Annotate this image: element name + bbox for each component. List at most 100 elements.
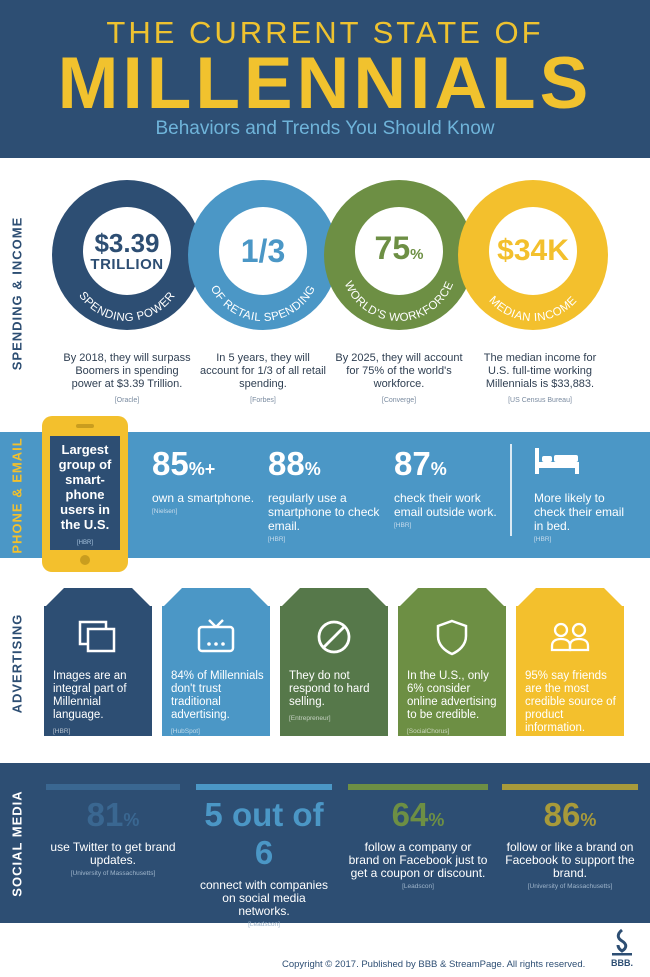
- ad-card: 95% say friends are the most credible so…: [516, 588, 624, 748]
- images-icon: [78, 620, 116, 653]
- section-label-social: SOCIAL MEDIA: [0, 763, 34, 923]
- card-description: 84% of Millennials don't trust tradition…: [171, 670, 264, 721]
- ring-label: MEDIAN INCOME: [486, 294, 579, 324]
- stat-source: [University of Massachusetts]: [70, 870, 156, 877]
- phone-stat-bed: More likely to check their email in bed.…: [534, 446, 634, 543]
- circle-center: $34K: [489, 207, 577, 295]
- stat-description: By 2025, they will account for 75% of th…: [334, 352, 464, 407]
- card-cap: [280, 588, 388, 608]
- stat-source: [SocialChorus]: [525, 741, 568, 748]
- svg-text:MEDIAN INCOME: MEDIAN INCOME: [486, 294, 579, 324]
- ad-card: In the U.S., only 6% consider online adv…: [398, 588, 506, 736]
- stat-value: 87%: [394, 445, 447, 482]
- card-body: Images are an integral part of Millennia…: [44, 606, 152, 736]
- card-cap: [44, 588, 152, 608]
- stat-circle-workforce: WORLD'S WORKFORCE 75%: [324, 180, 474, 330]
- stat-source: [Entrepreneur]: [289, 715, 331, 722]
- stat-source: [Oracle]: [114, 397, 140, 404]
- phone-stat: 87% check their work email outside work.…: [394, 445, 504, 530]
- stat-source: [Nielsen]: [152, 508, 178, 515]
- card-description: Images are an integral part of Millennia…: [53, 670, 127, 721]
- social-accent-bar: [502, 784, 638, 790]
- stat-value: 88%: [268, 445, 321, 482]
- section-label-phone: PHONE & EMAIL: [0, 432, 34, 558]
- card-text: They do not respond to hard selling. [En…: [289, 670, 385, 725]
- bbb-logo-icon: BBB.: [611, 928, 633, 968]
- stat-source: [HubSpot]: [171, 728, 200, 735]
- stat-value: 85%+: [152, 445, 216, 482]
- card-cap: [516, 588, 624, 608]
- ring-label: SPENDING POWER: [76, 290, 177, 324]
- header-kicker: THE CURRENT STATE OF: [106, 15, 544, 50]
- stat-source: [HBR]: [534, 536, 552, 543]
- phone-screen-text: Largest group of smart-phone users in th…: [58, 442, 112, 532]
- main-title: MILLENNIALS: [57, 43, 593, 124]
- phone-home-button: [80, 555, 90, 565]
- stat-description: use Twitter to get brand updates.: [50, 840, 176, 867]
- stat-description: follow or like a brand on Facebook to su…: [505, 840, 635, 880]
- social-accent-bar: [196, 784, 332, 790]
- stat-description: By 2018, they will surpass Boomers in sp…: [62, 352, 192, 407]
- card-body: 84% of Millennials don't trust tradition…: [162, 606, 270, 736]
- phone-speaker: [76, 424, 94, 428]
- stat-description-text: In 5 years, they will account for 1/3 of…: [200, 352, 326, 390]
- circle-center: 75%: [355, 207, 443, 295]
- bed-icon: [535, 448, 579, 474]
- stat-description-text: The median income for U.S. full-time wor…: [483, 352, 597, 390]
- social-stat: 5 out of 6 connect with companies on soc…: [196, 796, 332, 928]
- card-text: Images are an integral part of Millennia…: [53, 670, 149, 738]
- stat-value: 5 out of 6: [204, 796, 324, 871]
- phone-stat: 88% regularly use a smartphone to check …: [268, 445, 386, 544]
- card-cap: [398, 588, 506, 608]
- card-cap: [162, 588, 270, 608]
- stat-description: regularly use a smartphone to check emai…: [268, 491, 380, 533]
- card-description: In the U.S., only 6% consider online adv…: [407, 670, 497, 721]
- stat-source: [HBR]: [76, 540, 93, 546]
- stat-description-text: By 2018, they will surpass Boomers in sp…: [63, 352, 191, 390]
- stat-source: [HBR]: [53, 728, 71, 735]
- subtitle: Behaviors and Trends You Should Know: [155, 118, 495, 139]
- card-body: 95% say friends are the most credible so…: [516, 606, 624, 748]
- section-label-phone-text: PHONE & EMAIL: [9, 436, 25, 554]
- card-text: 84% of Millennials don't trust tradition…: [171, 670, 267, 738]
- stat-value: 86%: [543, 796, 597, 833]
- tv-icon: [197, 619, 235, 653]
- card-text: 95% say friends are the most credible so…: [525, 670, 621, 751]
- shield-icon: [436, 619, 468, 656]
- stat-description: More likely to check their email in bed.: [534, 491, 625, 533]
- stat-unit: TRILLION: [90, 255, 164, 273]
- card-description: 95% say friends are the most credible so…: [525, 670, 616, 734]
- svg-text:BBB.: BBB.: [611, 958, 633, 968]
- stat-circle-retail-spending: OF RETAIL SPENDING 1/3: [188, 180, 338, 330]
- circle-center: $3.39 TRILLION: [83, 207, 171, 295]
- phone-screen: Largest group of smart-phone users in th…: [50, 436, 120, 550]
- section-label-advertising-text: ADVERTISING: [9, 613, 25, 713]
- stat-circle-median-income: MEDIAN INCOME $34K: [458, 180, 608, 330]
- card-description: They do not respond to hard selling.: [289, 670, 370, 708]
- card-body: They do not respond to hard selling. [En…: [280, 606, 388, 736]
- stat-description: own a smartphone.: [152, 491, 255, 505]
- stat-description: connect with companies on social media n…: [199, 878, 329, 918]
- social-stat: 81% use Twitter to get brand updates. [U…: [46, 796, 180, 877]
- stat-description-text: By 2025, they will account for 75% of th…: [335, 352, 463, 390]
- social-stat: 64% follow a company or brand on Faceboo…: [348, 796, 488, 890]
- ad-card: Images are an integral part of Millennia…: [44, 588, 152, 736]
- stat-source: [US Census Bureau]: [508, 397, 572, 404]
- section-label-advertising: ADVERTISING: [0, 588, 34, 738]
- stat-description: The median income for U.S. full-time wor…: [472, 352, 608, 407]
- stat-description: check their work email outside work.: [394, 491, 497, 519]
- stat-source: [HBR]: [268, 536, 286, 543]
- smartphone-graphic: Largest group of smart-phone users in th…: [42, 416, 128, 572]
- social-accent-bar: [348, 784, 488, 790]
- stat-value: 75%: [374, 229, 424, 266]
- stat-value: $34K: [497, 234, 569, 267]
- stat-circle-spending-power: SPENDING POWER $3.39 TRILLION: [52, 180, 202, 330]
- stat-source: [SocialChorus]: [407, 728, 450, 735]
- stat-value: 1/3: [240, 233, 286, 269]
- stat-description: follow a company or brand on Facebook ju…: [348, 840, 488, 880]
- section-label-spending: SPENDING & INCOME: [0, 168, 34, 418]
- stat-source: [Forbes]: [250, 397, 276, 404]
- phone-stat: 85%+ own a smartphone. [Nielsen]: [152, 445, 262, 516]
- social-accent-bar: [46, 784, 180, 790]
- ad-card: They do not respond to hard selling. [En…: [280, 588, 388, 736]
